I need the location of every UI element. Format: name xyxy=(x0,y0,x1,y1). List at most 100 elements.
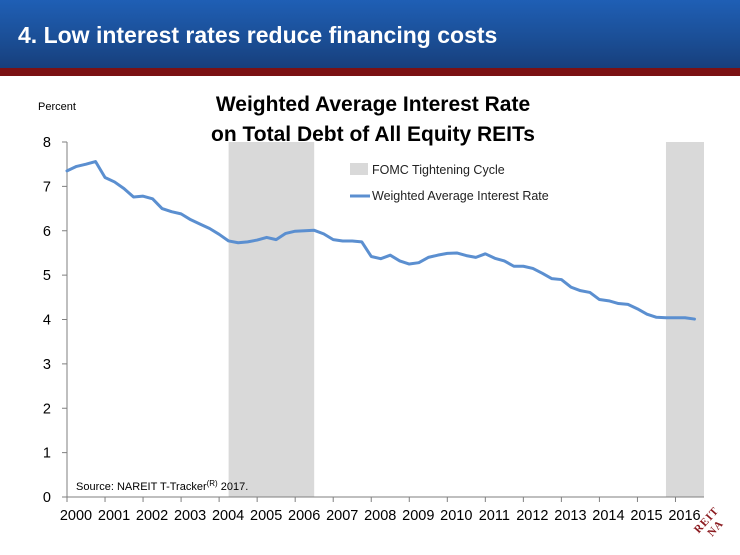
source-note-text: Source: NAREIT T-Tracker xyxy=(76,481,207,493)
data-point-40 xyxy=(446,252,449,255)
data-point-66 xyxy=(693,318,696,321)
data-point-56 xyxy=(598,298,601,301)
data-point-61 xyxy=(645,313,648,316)
data-point-38 xyxy=(427,256,430,259)
data-point-13 xyxy=(189,218,192,221)
data-point-65 xyxy=(683,316,686,319)
data-point-19 xyxy=(246,240,249,243)
x-tick-label-2002: 2002 xyxy=(136,508,168,524)
data-point-7 xyxy=(132,196,135,199)
x-tick-label-2011: 2011 xyxy=(479,508,510,524)
fomc-shaded-region-1 xyxy=(665,142,704,497)
data-point-34 xyxy=(389,254,392,257)
data-point-59 xyxy=(626,303,629,306)
data-point-35 xyxy=(398,259,401,262)
y-tick-label-6: 6 xyxy=(43,224,51,240)
data-point-3 xyxy=(94,160,97,163)
data-point-52 xyxy=(560,278,563,281)
data-point-23 xyxy=(284,232,287,235)
data-point-24 xyxy=(294,230,297,233)
series-line-0 xyxy=(65,160,696,321)
data-point-58 xyxy=(617,302,620,305)
x-tick-label-2010: 2010 xyxy=(440,508,472,524)
data-point-64 xyxy=(674,316,677,319)
data-point-18 xyxy=(237,241,240,244)
data-point-36 xyxy=(408,263,411,266)
data-point-62 xyxy=(655,316,658,319)
y-tick-label-3: 3 xyxy=(43,357,51,373)
source-note: Source: NAREIT T-Tracker(R) 2017. xyxy=(76,479,248,493)
x-tick-label-2001: 2001 xyxy=(98,508,130,524)
data-point-4 xyxy=(104,176,107,179)
y-axis-unit-label: Percent xyxy=(38,101,76,113)
data-point-6 xyxy=(123,187,126,190)
data-point-0 xyxy=(66,169,68,172)
legend-label-fomc: FOMC Tightening Cycle xyxy=(372,163,505,177)
data-point-39 xyxy=(436,254,439,257)
slide-header: 4. Low interest rates reduce financing c… xyxy=(0,0,740,68)
data-point-27 xyxy=(322,232,325,235)
x-tick-label-2013: 2013 xyxy=(554,508,586,524)
x-tick-label-2003: 2003 xyxy=(174,508,206,524)
x-tick-label-2000: 2000 xyxy=(60,508,92,524)
y-tick-label-7: 7 xyxy=(43,179,51,195)
data-point-32 xyxy=(370,255,373,258)
header-divider xyxy=(0,68,740,76)
data-point-54 xyxy=(579,289,582,292)
data-point-30 xyxy=(351,239,354,242)
data-point-50 xyxy=(541,272,544,275)
x-tick-label-2015: 2015 xyxy=(630,508,662,524)
data-point-53 xyxy=(569,286,572,289)
data-point-14 xyxy=(199,223,202,226)
data-point-33 xyxy=(379,257,382,260)
data-point-51 xyxy=(550,277,553,280)
data-point-8 xyxy=(142,195,145,198)
data-point-31 xyxy=(360,240,363,243)
x-tick-label-2016: 2016 xyxy=(668,508,700,524)
data-point-5 xyxy=(113,180,116,183)
legend-swatch-fomc xyxy=(350,163,368,175)
data-point-9 xyxy=(151,197,154,200)
source-note-superscript: (R) xyxy=(207,479,218,488)
legend-label-rate: Weighted Average Interest Rate xyxy=(372,189,549,203)
data-point-57 xyxy=(607,299,610,302)
data-point-26 xyxy=(313,229,316,232)
chart-title-line-2: on Total Debt of All Equity REITs xyxy=(211,123,535,146)
data-point-20 xyxy=(256,239,259,242)
data-point-28 xyxy=(332,238,335,241)
data-point-47 xyxy=(512,265,515,268)
x-tick-label-2008: 2008 xyxy=(364,508,396,524)
y-tick-label-2: 2 xyxy=(43,401,51,417)
fomc-shaded-region-0 xyxy=(228,142,315,497)
data-point-1 xyxy=(75,165,78,168)
y-tick-label-5: 5 xyxy=(43,268,51,284)
data-point-2 xyxy=(85,163,88,166)
data-point-21 xyxy=(265,236,268,239)
y-tick-label-1: 1 xyxy=(43,446,51,462)
legend: FOMC Tightening Cycle Weighted Average I… xyxy=(350,163,549,203)
series-layer xyxy=(65,160,696,321)
x-tick-label-2012: 2012 xyxy=(516,508,548,524)
data-point-46 xyxy=(503,259,506,262)
data-point-29 xyxy=(341,239,344,242)
data-point-42 xyxy=(465,254,468,257)
data-point-10 xyxy=(161,207,164,210)
source-note-year: 2017. xyxy=(218,481,249,493)
data-point-17 xyxy=(227,239,230,242)
nareit-logo: REIT NA xyxy=(692,505,726,539)
x-tick-label-2014: 2014 xyxy=(592,508,624,524)
x-tick-label-2006: 2006 xyxy=(288,508,320,524)
data-point-48 xyxy=(522,265,525,268)
data-point-45 xyxy=(493,257,496,260)
data-point-37 xyxy=(417,261,420,264)
data-point-43 xyxy=(474,256,477,259)
axes-layer: 0 1 2 3 4 5 6 7 8 2000 2001 2002 2003 2004 2005 2006 200… xyxy=(43,135,704,524)
y-tick-label-8: 8 xyxy=(43,135,51,151)
data-point-11 xyxy=(170,210,173,213)
slide-title: 4. Low interest rates reduce financing c… xyxy=(18,22,498,48)
data-point-41 xyxy=(455,251,458,254)
data-point-22 xyxy=(275,238,278,241)
data-point-49 xyxy=(531,267,534,270)
y-tick-label-4: 4 xyxy=(43,313,51,329)
